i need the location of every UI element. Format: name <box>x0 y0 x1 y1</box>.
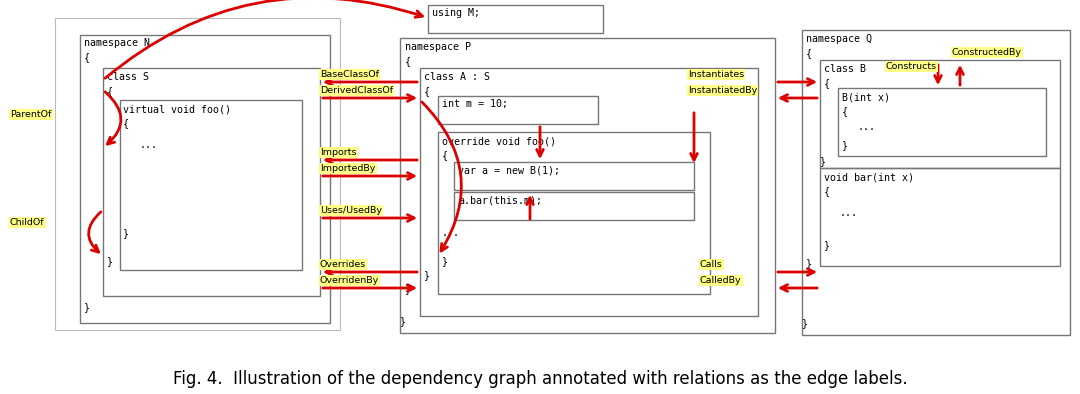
Text: namespace N: namespace N <box>84 38 150 48</box>
Text: }: } <box>802 318 808 328</box>
Text: Constructs: Constructs <box>886 62 937 71</box>
Text: Instantiates: Instantiates <box>688 70 744 79</box>
Text: }: } <box>806 258 812 268</box>
Text: ImportedBy: ImportedBy <box>320 164 376 173</box>
Text: {: { <box>824 78 831 88</box>
Text: ...: ... <box>858 122 876 132</box>
Bar <box>454 192 694 220</box>
Text: DerivedClassOf: DerivedClassOf <box>320 86 393 95</box>
Text: class S: class S <box>107 72 149 82</box>
Text: B(int x): B(int x) <box>842 92 890 102</box>
Text: ...: ... <box>140 140 158 150</box>
Text: Imports: Imports <box>320 148 356 157</box>
Bar <box>438 132 710 294</box>
Text: {: { <box>824 186 831 196</box>
Text: ConstructedBy: ConstructedBy <box>951 48 1022 57</box>
Text: {: { <box>84 52 90 62</box>
Text: Calls: Calls <box>700 260 723 269</box>
Bar <box>802 30 1070 335</box>
Bar <box>80 35 330 323</box>
Text: ChildOf: ChildOf <box>10 218 44 227</box>
Text: }: } <box>405 284 411 294</box>
Text: Fig. 4.  Illustration of the dependency graph annotated with relations as the ed: Fig. 4. Illustration of the dependency g… <box>173 370 907 388</box>
Bar <box>838 88 1047 156</box>
Text: void bar(int x): void bar(int x) <box>824 172 914 182</box>
Text: namespace P: namespace P <box>405 42 471 52</box>
Text: virtual void foo(): virtual void foo() <box>123 104 231 114</box>
Text: class B: class B <box>824 64 866 74</box>
Bar <box>103 68 320 296</box>
Text: CalledBy: CalledBy <box>700 276 742 285</box>
Text: namespace Q: namespace Q <box>806 34 872 44</box>
Text: }: } <box>442 256 448 266</box>
Text: var a = new B(1);: var a = new B(1); <box>458 165 561 175</box>
Text: }: } <box>84 302 90 312</box>
Text: ...: ... <box>840 208 858 218</box>
Text: {: { <box>405 56 411 66</box>
Text: override void foo(): override void foo() <box>442 136 556 146</box>
Text: {: { <box>107 86 113 96</box>
Text: ...: ... <box>442 228 460 238</box>
Text: {: { <box>806 48 812 58</box>
Text: ParentOf: ParentOf <box>10 110 52 119</box>
Bar <box>420 68 758 316</box>
Text: }: } <box>107 256 113 266</box>
Text: {: { <box>123 118 129 128</box>
Text: }: } <box>424 270 430 280</box>
Text: {: { <box>442 150 448 160</box>
Bar <box>438 96 598 124</box>
Bar <box>820 60 1059 168</box>
Text: InstantiatedBy: InstantiatedBy <box>688 86 757 95</box>
Text: }: } <box>400 316 406 326</box>
Text: class A : S: class A : S <box>424 72 490 82</box>
Text: }: } <box>842 140 848 150</box>
Bar <box>400 38 775 333</box>
Bar <box>820 168 1059 266</box>
Text: }: } <box>820 156 826 166</box>
Bar <box>55 18 340 330</box>
Text: {: { <box>424 86 430 96</box>
Bar <box>454 162 694 190</box>
Text: }: } <box>824 240 831 250</box>
Bar <box>120 100 302 270</box>
Text: Uses/UsedBy: Uses/UsedBy <box>320 206 382 215</box>
Text: {: { <box>842 106 848 116</box>
Bar <box>428 5 603 33</box>
Text: BaseClassOf: BaseClassOf <box>320 70 379 79</box>
Text: }: } <box>123 228 129 238</box>
Text: OverridenBy: OverridenBy <box>320 276 379 285</box>
Text: Overrides: Overrides <box>320 260 366 269</box>
Text: a.bar(this.m);: a.bar(this.m); <box>458 195 542 205</box>
Text: using M;: using M; <box>432 8 480 18</box>
Text: int m = 10;: int m = 10; <box>442 99 508 109</box>
